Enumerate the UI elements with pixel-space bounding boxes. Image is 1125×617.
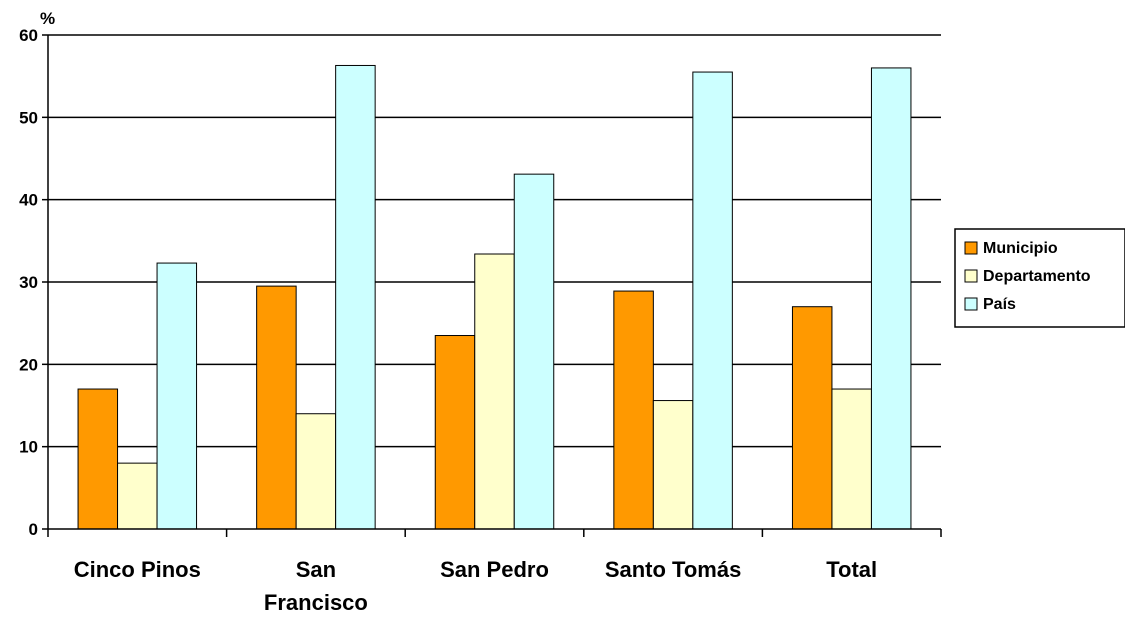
bar-departamento <box>652 400 694 530</box>
bar-pa-s <box>870 67 912 530</box>
y-tick-label: 60 <box>19 26 38 45</box>
bar-municipio <box>77 388 119 530</box>
legend-box <box>954 228 1125 328</box>
category-labels: Cinco Pinos San Francisco San Pedro Santo To… <box>74 557 877 615</box>
y-tick-label: 0 <box>29 520 38 539</box>
y-tick-labels: 0 10 20 30 40 50 60 <box>19 26 38 539</box>
bar-departamento <box>831 388 872 530</box>
y-tick-label: 10 <box>19 438 38 457</box>
legend: Municipio Departamento País <box>954 228 1125 328</box>
legend-label: Municipio <box>983 240 1058 257</box>
axes <box>42 34 942 537</box>
legend-label: País <box>983 296 1016 313</box>
bar-municipio <box>613 290 654 530</box>
category-label: Francisco <box>264 590 368 615</box>
y-tick-label: 30 <box>19 273 38 292</box>
bar-pa-s <box>335 64 376 530</box>
bar-departamento <box>117 462 158 530</box>
y-axis-unit-label: % <box>40 9 55 28</box>
bar-pa-s <box>513 173 555 530</box>
bars <box>77 64 912 530</box>
y-tick-label: 40 <box>19 191 38 210</box>
category-label: Cinco Pinos <box>74 557 201 582</box>
bar-municipio <box>434 335 476 530</box>
legend-label: Departamento <box>983 268 1091 285</box>
bar-departamento <box>474 253 515 530</box>
legend-swatch <box>964 297 978 311</box>
bar-pa-s <box>692 71 733 530</box>
legend-swatch <box>964 241 978 255</box>
category-label: Santo Tomás <box>605 557 742 582</box>
y-tick-label: 50 <box>19 108 38 127</box>
legend-swatch <box>964 269 978 283</box>
bar-municipio <box>791 306 833 530</box>
category-label: San <box>296 557 336 582</box>
bar-departamento <box>295 413 337 530</box>
category-label: Total <box>826 557 877 582</box>
category-label: San Pedro <box>440 557 549 582</box>
bar-pa-s <box>156 262 198 530</box>
y-tick-label: 20 <box>19 355 38 374</box>
bar-municipio <box>256 285 297 530</box>
